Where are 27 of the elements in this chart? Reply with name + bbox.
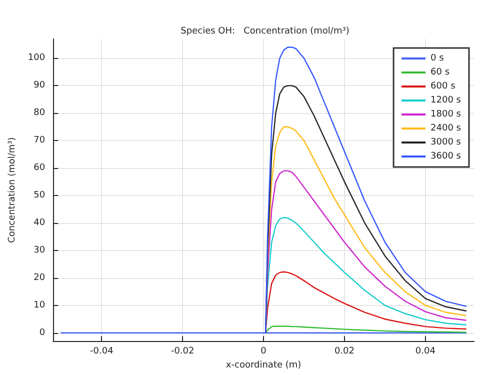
legend-label: 2400 s (430, 124, 462, 134)
x-tick-label: 0.02 (334, 346, 355, 357)
y-tick-label: 0 (39, 328, 46, 338)
legend-label: 1800 s (430, 110, 462, 120)
y-tick-label: 10 (34, 300, 46, 310)
y-tick-label: 50 (34, 190, 46, 201)
y-tick-label: 80 (34, 108, 46, 118)
x-tick-label: -0.04 (90, 346, 114, 357)
legend-label: 60 s (430, 68, 450, 78)
y-axis-title: Concentration (mol/m³) (8, 137, 18, 243)
y-tick-label: 100 (28, 53, 46, 64)
x-tick-label: -0.02 (170, 346, 194, 357)
y-tick-label: 20 (34, 272, 46, 283)
legend-label: 600 s (430, 82, 456, 92)
y-tick-label: 30 (34, 245, 46, 256)
legend-label: 0 s (430, 54, 444, 64)
y-tick-label: 40 (34, 218, 46, 228)
legend-label: 3600 s (430, 152, 462, 162)
x-tick-label: 0.04 (415, 346, 436, 357)
y-tick-label: 70 (34, 136, 46, 146)
y-tick-label: 90 (34, 80, 46, 91)
legend-label: 1200 s (430, 96, 462, 106)
x-tick-label: 0 (260, 346, 267, 357)
y-tick-label: 60 (34, 163, 46, 174)
x-axis-title: x-coordinate (m) (226, 360, 302, 370)
chart-title: Species OH: Concentration (mol/m³) (180, 26, 350, 36)
legend-label: 3000 s (430, 138, 462, 148)
